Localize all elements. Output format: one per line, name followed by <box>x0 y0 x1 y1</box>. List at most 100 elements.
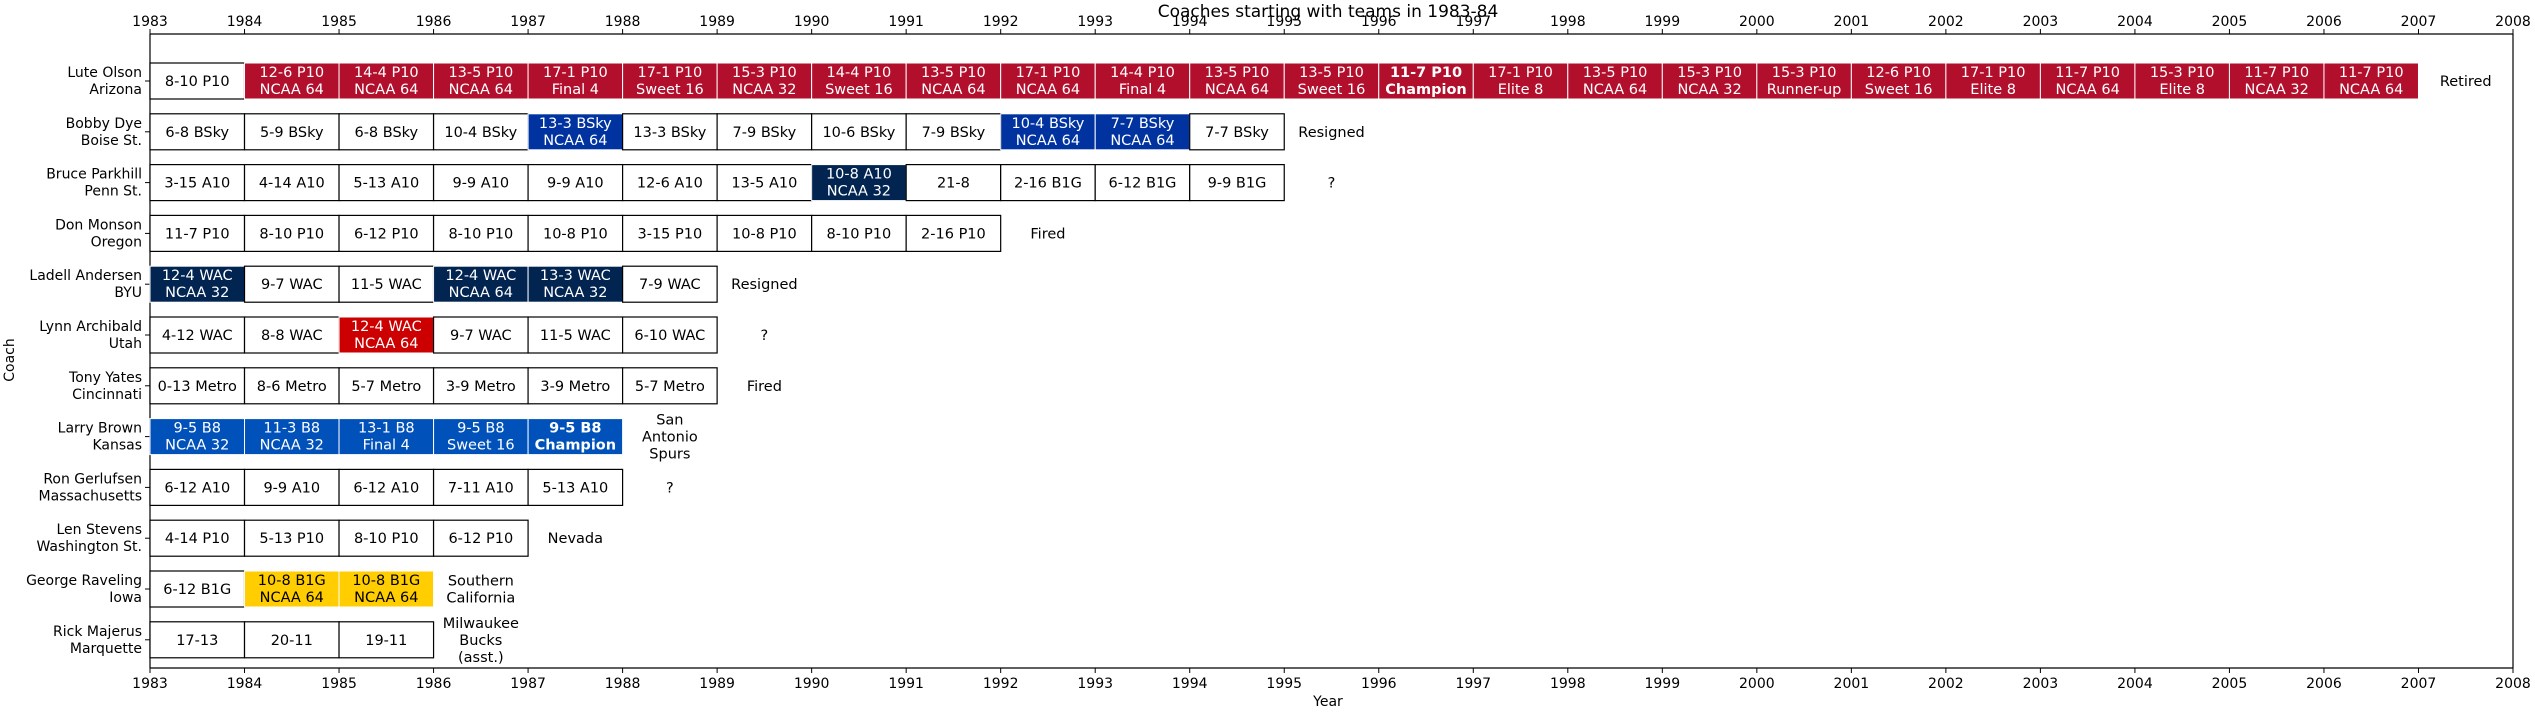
season-bar <box>1189 62 1285 100</box>
season-bar <box>432 316 529 354</box>
season-bar <box>149 316 246 354</box>
x-tick-label-bottom: 1988 <box>605 676 641 692</box>
season-bar <box>243 214 340 252</box>
outcome-label: California <box>446 591 515 607</box>
outcome-label: Resigned <box>1298 125 1364 141</box>
season-result-label: NCAA 32 <box>543 285 607 301</box>
season-result-label: Sweet 16 <box>636 82 704 98</box>
season-result-label: Final 4 <box>363 438 410 454</box>
season-label: 4-14 P10 <box>165 531 230 547</box>
coach-name-label: Bruce Parkhill <box>46 167 142 183</box>
season-bar <box>716 164 813 202</box>
outcome-label: Retired <box>2440 74 2492 90</box>
season-label: 19-11 <box>365 633 407 649</box>
season-label: 6-12 P10 <box>354 226 419 242</box>
season-label: 13-5 P10 <box>1583 65 1648 81</box>
season-result-label: NCAA 32 <box>2245 82 2309 98</box>
season-bar <box>243 621 340 659</box>
coach-name-label: Don Monson <box>55 217 142 233</box>
outcome-label: San <box>656 413 683 429</box>
season-bar <box>716 113 813 151</box>
outcome-label: ? <box>666 480 674 496</box>
x-tick-label-bottom: 1985 <box>321 676 357 692</box>
x-tick-label-bottom: 1995 <box>1266 676 1302 692</box>
season-label: 7-9 WAC <box>639 277 701 293</box>
season-label: 14-4 P10 <box>827 65 892 81</box>
season-bar <box>432 214 529 252</box>
season-bar <box>527 265 624 303</box>
season-bar <box>338 62 435 100</box>
season-label: 6-12 P10 <box>448 531 513 547</box>
season-label: 11-7 P10 <box>2055 65 2120 81</box>
x-tick-label-bottom: 1990 <box>794 676 830 692</box>
season-bar <box>1756 62 1852 100</box>
x-tick-label-bottom: 1989 <box>699 676 735 692</box>
season-label: 15-3 P10 <box>1772 65 1837 81</box>
season-label: 11-5 WAC <box>351 277 422 293</box>
season-label: 12-4 WAC <box>351 319 422 335</box>
season-bar <box>243 468 340 506</box>
season-bar <box>244 418 340 456</box>
season-result-label: NCAA 32 <box>827 184 891 200</box>
season-label: 11-3 B8 <box>263 421 320 437</box>
season-label: 5-13 P10 <box>259 531 324 547</box>
season-label: 9-9 A10 <box>452 176 509 192</box>
season-label: 10-8 P10 <box>543 226 608 242</box>
season-bar <box>338 265 435 303</box>
season-label: 12-4 WAC <box>445 268 516 284</box>
x-tick-label-top: 1985 <box>321 14 357 30</box>
coach-name-label: George Raveling <box>26 573 142 589</box>
x-tick-label-bottom: 2007 <box>2401 676 2437 692</box>
season-result-label: NCAA 64 <box>449 82 513 98</box>
season-bar <box>1378 62 1474 100</box>
season-bar <box>716 62 813 100</box>
season-label: 2-16 P10 <box>921 226 986 242</box>
season-bar <box>149 570 246 608</box>
x-tick-label-top: 2000 <box>1739 14 1775 30</box>
season-label: 9-5 B8 <box>174 421 221 437</box>
season-result-label: NCAA 32 <box>260 438 324 454</box>
season-label: 11-7 P10 <box>1390 65 1462 81</box>
season-result-label: NCAA 64 <box>2056 82 2120 98</box>
season-result-label: NCAA 64 <box>2339 82 2403 98</box>
x-tick-label-top: 2001 <box>1834 14 1870 30</box>
season-result-label: Final 4 <box>552 82 599 98</box>
season-bar <box>2323 62 2419 100</box>
x-tick-label-top: 1996 <box>1361 14 1397 30</box>
x-tick-label-top: 2006 <box>2306 14 2342 30</box>
season-label: 9-5 B8 <box>457 421 504 437</box>
outcome-label: Bucks <box>459 633 502 649</box>
team-name-label: Iowa <box>109 590 142 606</box>
outcome-label: Fired <box>747 379 782 395</box>
season-label: 13-5 P10 <box>921 65 986 81</box>
season-bar <box>243 519 340 557</box>
season-bar <box>338 214 435 252</box>
season-result-label: NCAA 64 <box>354 590 418 606</box>
season-bar <box>621 316 718 354</box>
season-label: 9-5 B8 <box>549 421 601 437</box>
season-label: 15-3 P10 <box>1677 65 1742 81</box>
x-tick-label-top: 1995 <box>1266 14 1302 30</box>
x-tick-label-top: 1991 <box>888 14 924 30</box>
season-result-label: NCAA 64 <box>1110 133 1174 149</box>
season-bar <box>2134 62 2230 100</box>
season-result-label: NCAA 64 <box>1583 82 1647 98</box>
x-tick-label-bottom: 2008 <box>2495 676 2531 692</box>
season-bar <box>1945 62 2041 100</box>
season-bar <box>432 468 529 506</box>
season-label: 17-1 P10 <box>543 65 608 81</box>
x-tick-label-top: 1990 <box>794 14 830 30</box>
season-result-label: Runner-up <box>1767 82 1842 98</box>
season-bar <box>1567 62 1663 100</box>
coach-name-label: Lute Olson <box>67 65 142 81</box>
season-label: 9-7 WAC <box>450 328 512 344</box>
season-label: 3-9 Metro <box>540 379 610 395</box>
season-bar <box>149 418 246 456</box>
x-tick-label-bottom: 1987 <box>510 676 546 692</box>
x-tick-label-bottom: 2004 <box>2117 676 2153 692</box>
season-label: 13-3 WAC <box>540 268 611 284</box>
x-tick-label-bottom: 2000 <box>1739 676 1775 692</box>
season-label: 7-7 BSky <box>1205 125 1269 141</box>
season-bar <box>433 265 529 303</box>
season-label: 10-8 B1G <box>258 573 326 589</box>
